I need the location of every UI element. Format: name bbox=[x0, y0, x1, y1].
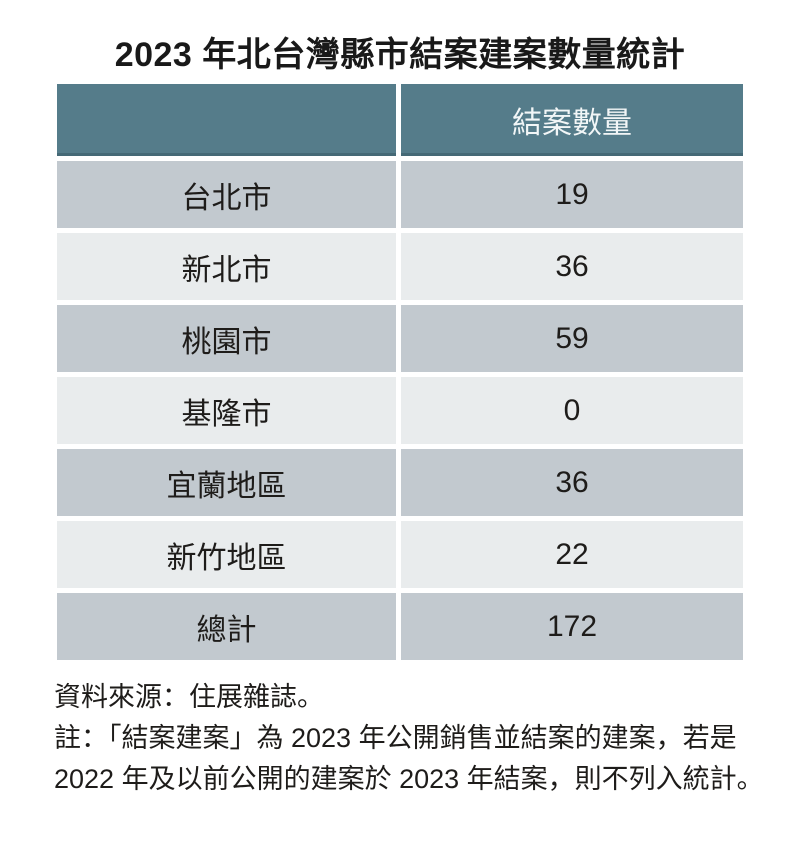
table-row: 總計 172 bbox=[57, 593, 743, 660]
header-cell-count: 結案數量 bbox=[401, 84, 743, 156]
table-header-row: 結案數量 bbox=[57, 84, 743, 156]
value-cell: 36 bbox=[401, 449, 743, 516]
table-row: 台北市 19 bbox=[57, 161, 743, 228]
region-cell: 台北市 bbox=[57, 161, 396, 228]
stats-table: 結案數量 台北市 19 新北市 36 桃園市 59 基隆市 0 宜蘭地區 36 新竹地區 22 總計 17… bbox=[57, 84, 743, 660]
region-cell: 新竹地區 bbox=[57, 521, 396, 588]
value-cell: 0 bbox=[401, 377, 743, 444]
header-cell-region bbox=[57, 84, 396, 156]
table-row: 宜蘭地區 36 bbox=[57, 449, 743, 516]
region-cell: 基隆市 bbox=[57, 377, 396, 444]
table-body: 台北市 19 新北市 36 桃園市 59 基隆市 0 宜蘭地區 36 新竹地區 22 總計 172 bbox=[57, 161, 743, 660]
note-line-2: 2022 年及以前公開的建案於 2023 年結案，則不列入統計。 bbox=[54, 764, 764, 794]
region-cell: 總計 bbox=[57, 593, 396, 660]
table-row: 新北市 36 bbox=[57, 233, 743, 300]
region-cell: 宜蘭地區 bbox=[57, 449, 396, 516]
value-cell: 22 bbox=[401, 521, 743, 588]
region-cell: 新北市 bbox=[57, 233, 396, 300]
region-cell: 桃園市 bbox=[57, 305, 396, 372]
value-cell: 19 bbox=[401, 161, 743, 228]
table-row: 基隆市 0 bbox=[57, 377, 743, 444]
source-note: 資料來源：住展雜誌。 bbox=[54, 682, 324, 712]
footer-notes: 資料來源：住展雜誌。 註：「結案建案」為 2023 年公開銷售並結案的建案，若是… bbox=[54, 677, 764, 800]
value-cell: 172 bbox=[401, 593, 743, 660]
table-row: 桃園市 59 bbox=[57, 305, 743, 372]
infographic-page: 2023 年北台灣縣市結案建案數量統計 結案數量 台北市 19 新北市 36 桃園市 59… bbox=[0, 34, 800, 851]
table-row: 新竹地區 22 bbox=[57, 521, 743, 588]
value-cell: 59 bbox=[401, 305, 743, 372]
note-line-1: 註：「結案建案」為 2023 年公開銷售並結案的建案，若是 bbox=[54, 723, 737, 753]
page-title: 2023 年北台灣縣市結案建案數量統計 bbox=[114, 36, 686, 74]
value-cell: 36 bbox=[401, 233, 743, 300]
